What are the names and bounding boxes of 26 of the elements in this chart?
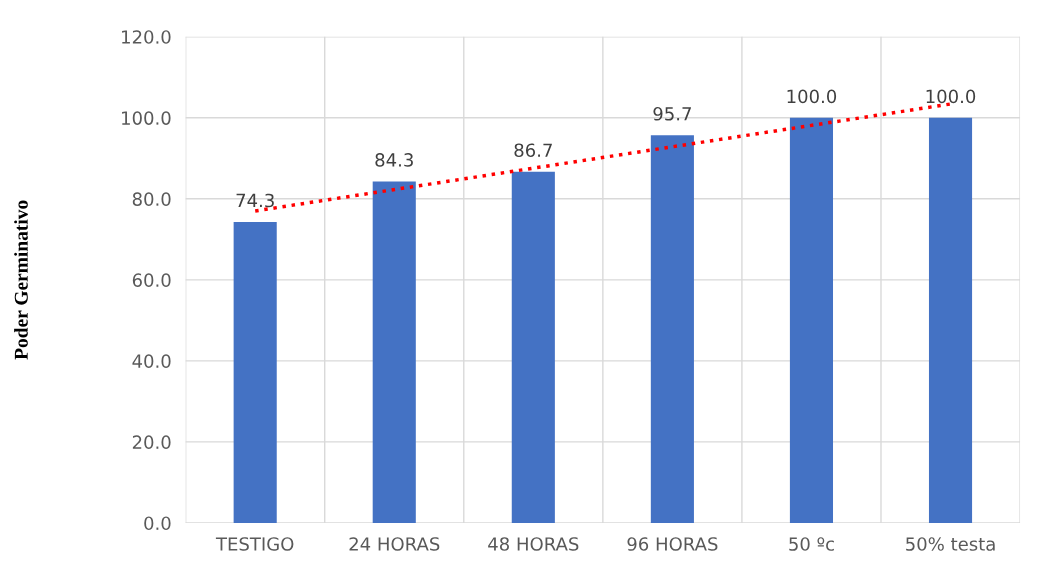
bar [789,117,834,523]
x-tick-label: 50% testa [906,537,995,551]
y-tick-label: 80.0 [132,192,171,206]
text: 86.7 [514,143,552,158]
bar [928,117,973,523]
x-tick-label: 48 HORAS [488,537,579,551]
bar [372,181,416,523]
bar [511,171,555,523]
y-tick-label: 120.0 [122,30,171,44]
text: 100.0 [787,89,837,104]
text: 100.0 [926,89,976,104]
x-tick-label: 96 HORAS [627,537,718,551]
y-tick-label: 60.0 [132,273,171,287]
text: 95.7 [653,106,691,121]
y-tick-label: 20.0 [132,435,171,450]
y-tick-label: 100.0 [122,111,171,125]
text: 84.3 [375,153,413,167]
x-tick-label: 50 ºc [789,537,834,551]
y-axis-title: Poder Germinativo [14,200,28,360]
x-tick-label: 24 HORAS [349,537,440,551]
bar [650,135,694,523]
text: 74.3 [236,193,274,208]
bar [233,221,277,523]
y-tick-label: 40.0 [132,354,171,368]
x-tick-label: TESTIGO [215,537,294,551]
y-tick-label: 0.0 [144,516,171,531]
